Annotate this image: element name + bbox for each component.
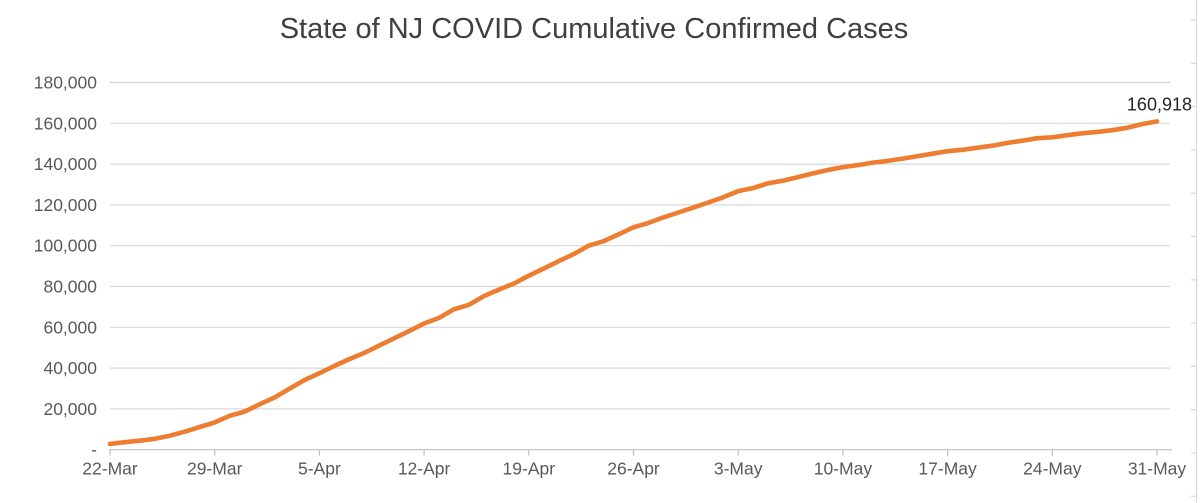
x-axis-tick-label: 3-May: [714, 459, 763, 479]
y-axis-tick-label: 180,000: [34, 73, 98, 93]
y-axis-tick-label: 120,000: [34, 195, 98, 215]
x-axis-tick-label: 26-Apr: [607, 459, 660, 479]
series-line-cumulative-cases: [107, 119, 1160, 447]
x-axis-tick-label: 22-Mar: [82, 459, 138, 479]
y-axis-tick-label: 20,000: [43, 399, 97, 419]
y-axis-tick-label: 80,000: [43, 277, 97, 297]
last-point-data-label: 160,918: [1127, 94, 1192, 114]
x-axis-tick-label: 29-Mar: [187, 459, 243, 479]
y-axis-tick-label: 160,000: [34, 113, 98, 133]
x-axis-tick-label: 24-May: [1023, 459, 1082, 479]
x-axis-tick-label: 19-Apr: [503, 459, 556, 479]
chart-title: State of NJ COVID Cumulative Confirmed C…: [279, 13, 909, 45]
x-axis-tick-label: 31-May: [1128, 459, 1187, 479]
x-axis-tick-label: 12-Apr: [398, 459, 451, 479]
x-axis-tick-label: 10-May: [814, 459, 873, 479]
y-axis-tick-label: 40,000: [43, 358, 97, 378]
y-axis-tick-label: -: [91, 440, 97, 460]
y-axis-tick-label: 140,000: [34, 154, 98, 174]
y-axis-tick-label: 60,000: [43, 317, 97, 337]
x-axis-tick-label: 17-May: [918, 459, 977, 479]
x-axis-tick-label: 5-Apr: [298, 459, 341, 479]
y-axis-tick-label: 100,000: [34, 236, 98, 256]
